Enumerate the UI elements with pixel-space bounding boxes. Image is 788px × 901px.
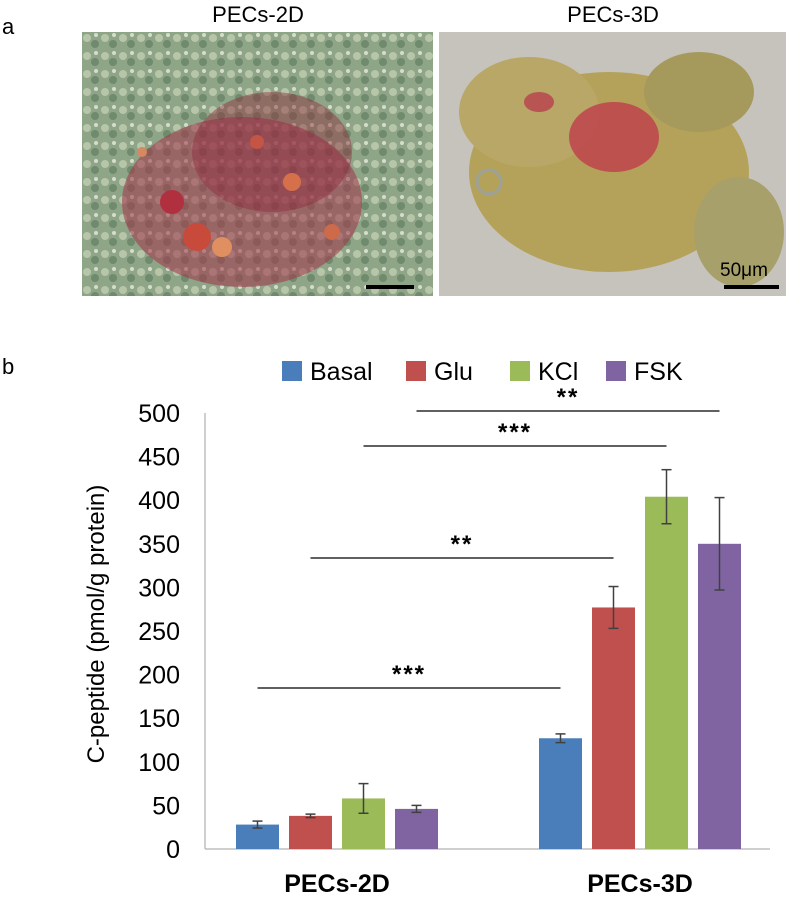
micrograph-3d: 50μm — [439, 32, 786, 296]
y-tick-label: 200 — [138, 662, 180, 690]
bar-glu-pecs-2d — [289, 815, 332, 849]
bars — [236, 496, 741, 849]
bar-fsk-pecs-2d — [395, 808, 438, 849]
c-peptide-bar-chart: Basal Glu KCl FSK 0 50 100 150 200 250 300 350 400 4… — [83, 358, 770, 898]
y-tick-label: 250 — [138, 618, 180, 646]
y-tick-label: 50 — [152, 792, 180, 820]
y-axis: 0 50 100 150 200 250 300 350 400 450 500 — [138, 400, 206, 864]
y-axis-title: C-peptide (pmol/g protein) — [83, 485, 110, 764]
significance-label: ** — [451, 531, 474, 558]
panel-b-letter: b — [2, 354, 15, 379]
x-tick-labels: PECs-2D PECs-3D — [284, 870, 693, 898]
x-tick-label-pecs-2d: PECs-2D — [284, 870, 390, 898]
significance-brackets: ********** — [257, 384, 720, 689]
left-image-title: PECs-2D — [212, 2, 304, 27]
legend-label-glu: Glu — [434, 358, 473, 386]
bar-kcl-pecs-3d — [645, 496, 688, 849]
legend-label-basal: Basal — [310, 358, 373, 386]
significance-label: *** — [498, 419, 532, 446]
y-tick-label: 0 — [166, 836, 180, 864]
x-tick-label-pecs-3d: PECs-3D — [587, 870, 693, 898]
y-tick-label: 400 — [138, 487, 180, 515]
legend-swatch-kcl — [510, 361, 530, 381]
bar-glu-pecs-3d — [592, 607, 635, 849]
panel-a-letter: a — [2, 14, 15, 39]
significance-label: ** — [557, 384, 580, 411]
significance-label: *** — [392, 661, 426, 688]
right-image-title: PECs-3D — [567, 2, 659, 27]
y-tick-label: 350 — [138, 531, 180, 559]
legend-swatch-basal — [282, 361, 302, 381]
legend-swatch-glu — [406, 361, 426, 381]
bar-fsk-pecs-3d — [698, 543, 741, 849]
micrograph-2d — [82, 32, 433, 296]
y-tick-label: 300 — [138, 574, 180, 602]
y-tick-label: 500 — [138, 400, 180, 428]
scale-bar-2d — [366, 285, 414, 289]
y-tick-label: 150 — [138, 705, 180, 733]
y-tick-label: 450 — [138, 444, 180, 472]
bar-basal-pecs-3d — [539, 738, 582, 849]
legend-label-fsk: FSK — [634, 358, 683, 386]
scale-bar-label: 50μm — [720, 260, 768, 281]
legend-label-kcl: KCl — [538, 358, 578, 386]
scale-bar-3d — [724, 285, 779, 289]
legend: Basal Glu KCl FSK — [282, 358, 683, 386]
error-bars — [252, 468, 725, 829]
y-tick-label: 100 — [138, 749, 180, 777]
legend-swatch-fsk — [606, 361, 626, 381]
